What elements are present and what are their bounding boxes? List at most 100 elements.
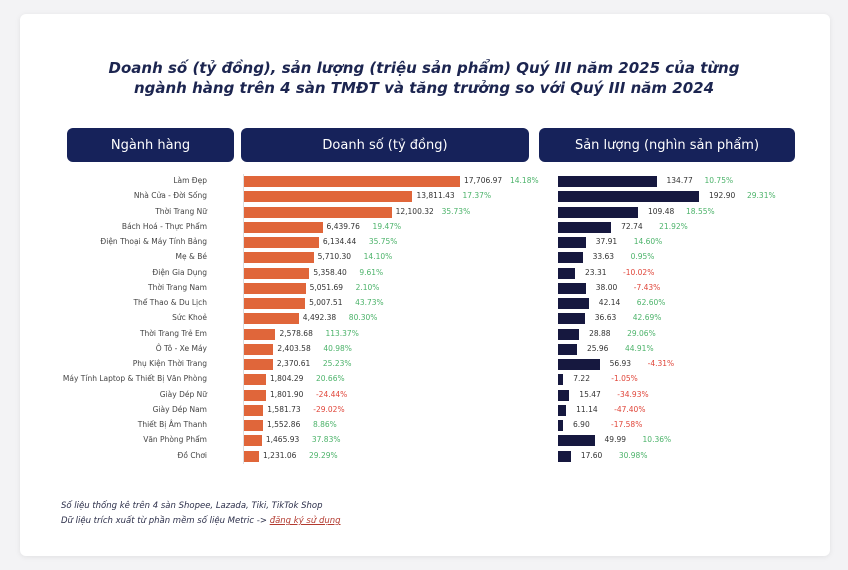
volume-value: 37.91 (595, 237, 618, 246)
revenue-growth: 80.30% (348, 313, 378, 323)
revenue-growth: 25.23% (322, 359, 352, 368)
volume-value: 109.48 (648, 206, 675, 216)
volume-bar (558, 420, 564, 431)
volume-growth: 44.91% (624, 343, 654, 353)
volume-growth: 21.92% (659, 221, 688, 231)
chart-card (20, 14, 830, 556)
volume-growth: 10.36% (642, 435, 672, 445)
table-row: Thiết Bị Âm Thanh 1,552.86 8.86% 6.90 -17.58… (0, 418, 848, 433)
revenue-value: 1,465.93 (265, 435, 300, 445)
volume-bar (558, 359, 600, 370)
footer-note-1: Số liệu thống kê trên 4 sàn Shopee, Laza… (61, 501, 323, 511)
table-row: Giày Dép Nữ 1,801.90 -24.44% 15.47 -34.93% (0, 388, 848, 403)
volume-growth: -47.40% (614, 404, 646, 414)
revenue-bar (244, 237, 319, 248)
volume-growth: -1.05% (611, 374, 638, 384)
revenue-bar (244, 389, 266, 401)
table-row: Phụ Kiện Thời Trang 2,370.61 25.23% 56.93 -4… (0, 357, 848, 372)
category-label: Thể Thao & Du Lịch (133, 298, 207, 307)
table-row: Làm Đẹp 17,706.97 14.18% 134.77 10.75% (0, 174, 848, 189)
category-label: Giày Dép Nữ (159, 389, 207, 399)
volume-bar (558, 389, 570, 401)
category-label: Văn Phòng Phẩm (143, 435, 207, 445)
revenue-bar (244, 404, 264, 416)
revenue-growth: 113.37% (325, 328, 359, 338)
revenue-value: 13,811.43 (416, 191, 455, 201)
category-label: Thời Trang Nữ (155, 206, 207, 216)
revenue-growth: 8.86% (312, 420, 337, 429)
revenue-growth: 14.10% (363, 252, 393, 262)
table-row: Văn Phòng Phẩm 1,465.93 37.83% 49.99 10.36% (0, 433, 848, 448)
volume-value: 17.60 (580, 450, 603, 460)
revenue-value: 5,710.30 (317, 252, 352, 262)
revenue-bar (244, 435, 262, 447)
table-row: Mẹ & Bé 5,710.30 14.10% 33.63 0.95% (0, 250, 848, 265)
table-row: Nhà Cửa - Đời Sống 13,811.43 17.37% 192.90 2… (0, 189, 848, 204)
revenue-bar (244, 374, 266, 386)
volume-bar (558, 404, 567, 416)
volume-value: 25.96 (586, 343, 609, 353)
revenue-value: 2,403.58 (277, 343, 311, 353)
revenue-growth: 37.83% (311, 435, 341, 445)
volume-growth: 14.60% (633, 237, 663, 246)
category-label: Mẹ & Bé (175, 252, 207, 262)
volume-growth: 0.95% (630, 252, 655, 262)
category-label: Sức Khoẻ (172, 313, 207, 323)
category-label: Thời Trang Nam (148, 282, 207, 292)
volume-bar (558, 191, 699, 203)
category-label: Làm Đẹp (173, 176, 207, 185)
revenue-growth: -29.02% (313, 404, 345, 414)
category-label: Đồ Chơi (177, 450, 207, 460)
volume-value: 23.31 (585, 267, 607, 277)
table-row: Thời Trang Trẻ Em 2,578.68 113.37% 28.88 29.… (0, 327, 848, 342)
revenue-growth: 9.61% (359, 267, 384, 277)
title-line-2: ngành hàng trên 4 sàn TMĐT và tăng trưởn… (133, 79, 715, 97)
revenue-bar (244, 206, 392, 218)
footer-note-2: Dữ liệu trích xuất từ phần mềm số liệu M… (61, 516, 341, 526)
volume-bar (558, 237, 586, 248)
revenue-growth: -24.44% (315, 389, 348, 399)
volume-value: 38.00 (595, 282, 618, 292)
revenue-bar (244, 282, 306, 294)
revenue-value: 17,706.97 (464, 176, 503, 185)
category-label: Thời Trang Trẻ Em (139, 328, 207, 338)
revenue-bar (244, 176, 460, 187)
table-row: Thể Thao & Du Lịch 5,007.51 43.73% 42.14 62.… (0, 296, 848, 311)
volume-value: 42.14 (598, 298, 621, 307)
volume-growth: 18.55% (686, 206, 715, 216)
header-volume: Sản lượng (nghìn sản phẩm) (539, 128, 795, 162)
volume-growth: -17.58% (611, 420, 643, 429)
revenue-value: 5,358.40 (313, 267, 347, 277)
revenue-value: 1,581.73 (267, 404, 301, 414)
volume-growth: -4.31% (647, 359, 675, 368)
revenue-bar (244, 420, 263, 431)
category-label: Máy Tính Laptop & Thiết Bị Văn Phòng (62, 374, 207, 384)
revenue-value: 6,439.76 (326, 221, 360, 231)
table-row: Giày Dép Nam 1,581.73 -29.02% 11.14 -47.40% (0, 403, 848, 418)
revenue-growth: 19.47% (372, 221, 402, 231)
table-row: Sức Khoẻ 4,492.38 80.30% 36.63 42.69% (0, 311, 848, 326)
revenue-value: 5,007.51 (309, 298, 343, 307)
revenue-bar (244, 191, 413, 203)
volume-value: 7.22 (573, 374, 590, 384)
category-label: Phụ Kiện Thời Trang (132, 359, 207, 368)
table-row: Điện Thoại & Máy Tính Bảng 6,134.44 35.75%… (0, 235, 848, 250)
chart-title: Doanh số (tỷ đồng), sản lượng (triệu sản… (0, 58, 848, 98)
register-link[interactable]: đăng ký sử dụng (269, 516, 341, 526)
revenue-growth: 35.73% (441, 206, 471, 216)
category-label: Bách Hoá - Thực Phẩm (121, 221, 207, 231)
volume-value: 28.88 (589, 328, 611, 338)
table-row: Bách Hoá - Thực Phẩm 6,439.76 19.47% 72.74 2… (0, 220, 848, 235)
category-label: Điện Thoại & Máy Tính Bảng (100, 237, 207, 246)
revenue-bar (244, 343, 274, 355)
revenue-bar (244, 267, 310, 279)
volume-growth: -10.02% (623, 267, 655, 277)
table-row: Thời Trang Nữ 12,100.32 35.73% 109.48 18.55% (0, 205, 848, 220)
volume-bar (558, 298, 589, 309)
revenue-growth: 40.98% (323, 343, 352, 353)
category-label: Giày Dép Nam (152, 404, 207, 414)
table-row: Máy Tính Laptop & Thiết Bị Văn Phòng 1,80… (0, 372, 848, 387)
revenue-value: 12,100.32 (395, 206, 434, 216)
revenue-axis-line (243, 174, 244, 464)
volume-value: 33.63 (592, 252, 615, 262)
